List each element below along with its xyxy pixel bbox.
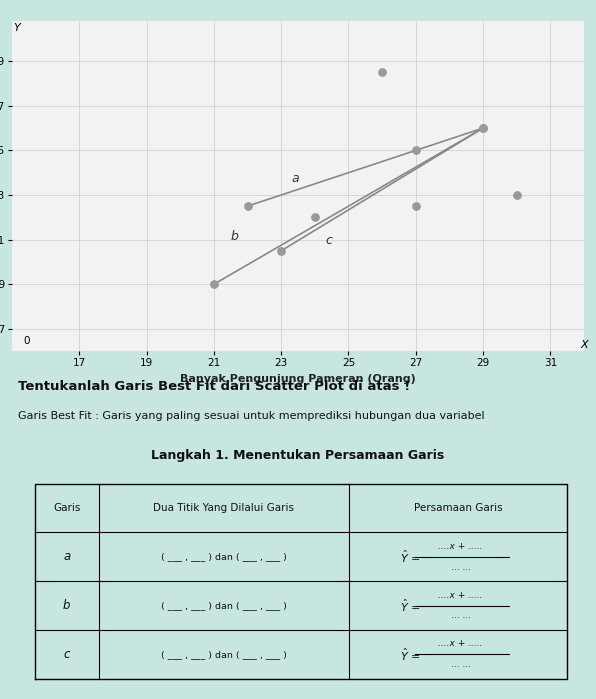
X-axis label: Banyak Pengunjung Pameran (Orang): Banyak Pengunjung Pameran (Orang) [180, 374, 416, 384]
Text: ....x + .....: ....x + ..... [439, 640, 483, 649]
Text: c: c [64, 648, 70, 661]
Point [277, 245, 286, 257]
Text: b: b [63, 599, 70, 612]
Text: $\hat{Y}$ =: $\hat{Y}$ = [400, 598, 421, 614]
Point [411, 201, 421, 212]
Point [512, 189, 522, 201]
Point [479, 122, 488, 134]
Point [310, 212, 319, 223]
Point [377, 66, 387, 78]
Text: Garis Best Fit : Garis yang paling sesuai untuk memprediksi hubungan dua variabe: Garis Best Fit : Garis yang paling sesua… [18, 412, 485, 421]
Text: $\hat{Y}$ =: $\hat{Y}$ = [400, 646, 421, 663]
Text: Dua Titik Yang Dilalui Garis: Dua Titik Yang Dilalui Garis [153, 503, 294, 513]
Text: b: b [231, 230, 238, 243]
Point [209, 279, 219, 290]
Point [479, 122, 488, 134]
Text: ....x + .....: ....x + ..... [439, 542, 483, 551]
Text: Tentukanlah Garis Best Fit dari Scatter Plot di atas !: Tentukanlah Garis Best Fit dari Scatter … [18, 380, 410, 393]
Text: Y: Y [14, 23, 20, 33]
Text: ( ___ , ___ ) dan ( ___ , ___ ): ( ___ , ___ ) dan ( ___ , ___ ) [161, 552, 287, 561]
Text: ( ___ , ___ ) dan ( ___ , ___ ): ( ___ , ___ ) dan ( ___ , ___ ) [161, 601, 287, 610]
Text: ( ___ , ___ ) dan ( ___ , ___ ): ( ___ , ___ ) dan ( ___ , ___ ) [161, 650, 287, 659]
Text: ... ...: ... ... [451, 563, 471, 572]
Text: c: c [325, 234, 332, 247]
Point [411, 145, 421, 156]
Text: ... ...: ... ... [451, 612, 471, 621]
Text: ....x + .....: ....x + ..... [439, 591, 483, 600]
Text: 0: 0 [24, 336, 30, 345]
Text: X: X [581, 340, 588, 350]
Text: Langkah 1. Menentukan Persamaan Garis: Langkah 1. Menentukan Persamaan Garis [151, 449, 445, 462]
Text: $\hat{Y}$ =: $\hat{Y}$ = [400, 549, 421, 565]
Text: ... ...: ... ... [451, 661, 471, 669]
Point [243, 201, 252, 212]
Text: Persamaan Garis: Persamaan Garis [414, 503, 502, 513]
Text: Garis: Garis [53, 503, 80, 513]
Text: a: a [63, 550, 70, 563]
Text: a: a [291, 172, 299, 185]
